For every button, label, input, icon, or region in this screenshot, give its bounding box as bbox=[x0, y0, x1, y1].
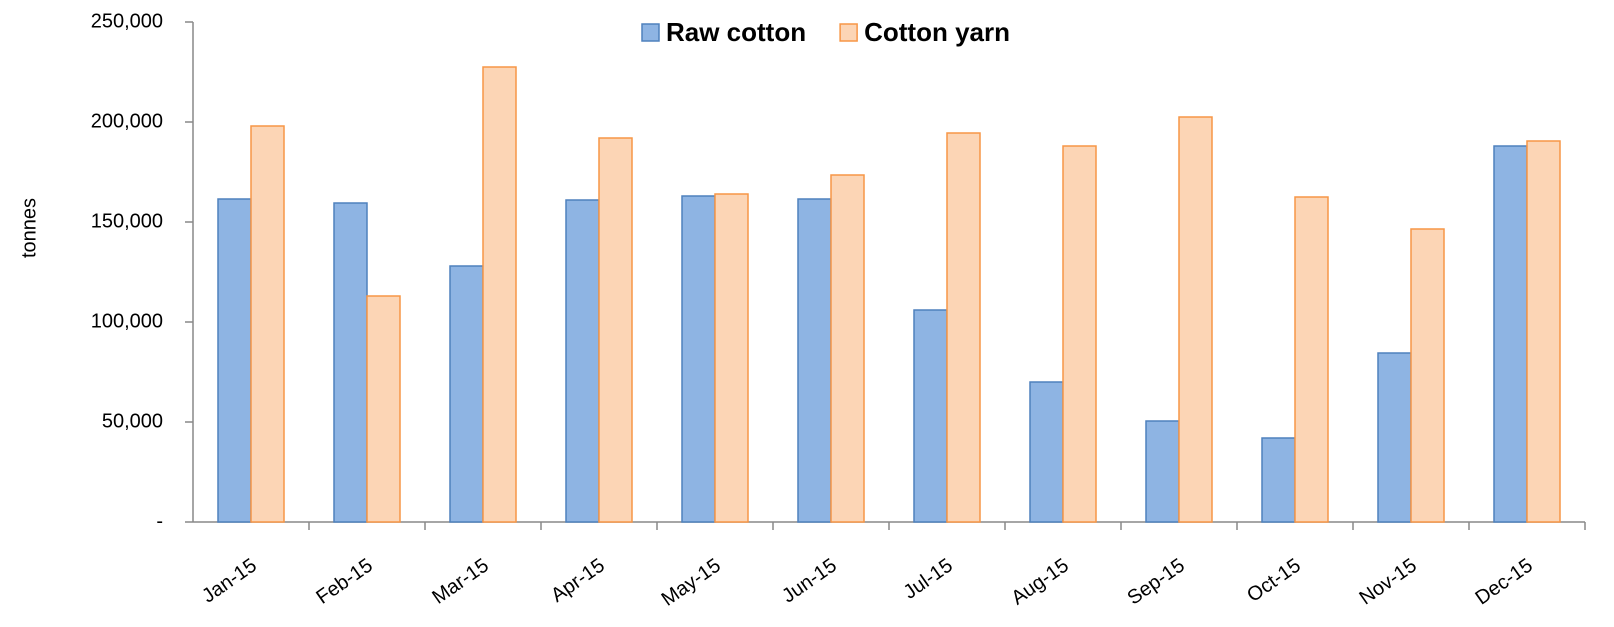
x-tick-label: Apr-15 bbox=[547, 554, 609, 606]
x-tick-label: Mar-15 bbox=[428, 554, 493, 608]
bar bbox=[681, 195, 716, 523]
y-tick-label: 150,000 bbox=[91, 210, 163, 232]
x-tick-label: May-15 bbox=[658, 554, 725, 610]
bar bbox=[482, 66, 517, 523]
x-tick-label: Jul-15 bbox=[900, 554, 957, 603]
bar bbox=[1062, 145, 1097, 523]
x-tick-label: Nov-15 bbox=[1355, 554, 1420, 609]
x-tick-label: Feb-15 bbox=[312, 554, 377, 608]
y-tick-label: 100,000 bbox=[91, 310, 163, 332]
bar bbox=[1526, 140, 1561, 523]
bar bbox=[1294, 196, 1329, 523]
bar bbox=[946, 132, 981, 523]
bar bbox=[714, 193, 749, 523]
bar bbox=[797, 198, 832, 523]
y-tick-label: 50,000 bbox=[102, 410, 163, 432]
bar bbox=[565, 199, 600, 523]
x-tick-label: Sep-15 bbox=[1123, 554, 1188, 609]
bar bbox=[217, 198, 252, 523]
y-tick-label: 250,000 bbox=[91, 10, 163, 32]
bar bbox=[1145, 420, 1180, 523]
legend-swatch bbox=[641, 23, 660, 42]
legend-label: Raw cotton bbox=[666, 17, 806, 47]
bar bbox=[830, 174, 865, 523]
bar bbox=[333, 202, 368, 523]
legend: Raw cotton Cotton yarn bbox=[641, 17, 1010, 47]
legend-swatch bbox=[839, 23, 858, 42]
bar bbox=[1261, 437, 1296, 523]
y-axis-title: tonnes bbox=[18, 198, 40, 258]
bar bbox=[598, 137, 633, 523]
bar bbox=[1410, 228, 1445, 523]
y-tick-label: 200,000 bbox=[91, 110, 163, 132]
bar bbox=[913, 309, 948, 523]
bar bbox=[1178, 116, 1213, 523]
bar bbox=[250, 125, 285, 523]
bar bbox=[1029, 381, 1064, 523]
bar bbox=[449, 265, 484, 523]
x-tick-label: Jan-15 bbox=[198, 554, 261, 607]
y-tick-label: - bbox=[156, 510, 163, 532]
bar bbox=[366, 295, 401, 523]
x-tick-label: Aug-15 bbox=[1007, 554, 1072, 609]
legend-label: Cotton yarn bbox=[864, 17, 1010, 47]
x-tick-label: Jun-15 bbox=[778, 554, 841, 607]
bar bbox=[1377, 352, 1412, 523]
x-tick-label: Oct-15 bbox=[1243, 554, 1305, 606]
x-tick-label: Dec-15 bbox=[1471, 554, 1536, 609]
bar bbox=[1493, 145, 1528, 523]
